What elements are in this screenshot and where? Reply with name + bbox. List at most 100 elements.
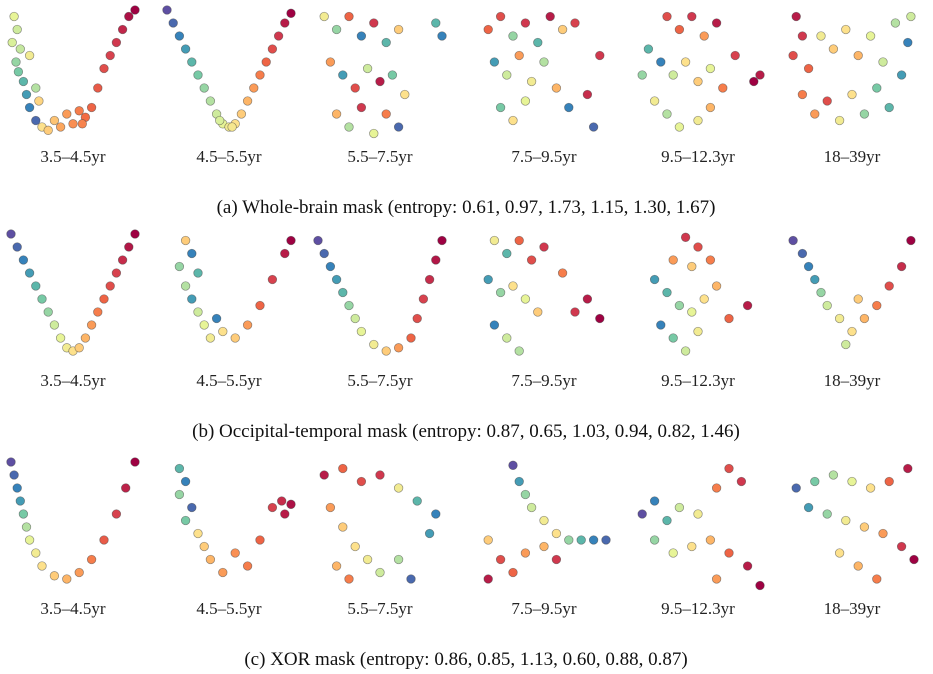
scatter-point — [205, 554, 216, 565]
scatter-point — [687, 11, 697, 22]
scatter-point — [74, 567, 84, 578]
scatter-point — [896, 261, 907, 272]
scatter-point — [255, 70, 265, 80]
scatter-point — [99, 63, 109, 74]
scatter-point — [21, 89, 32, 100]
scatter-point — [325, 261, 336, 272]
scatter-point — [77, 119, 87, 129]
scatter-point — [369, 128, 379, 139]
scatter-point — [406, 333, 416, 343]
scatter-point — [662, 515, 672, 526]
scatter-panel: 7.5–9.5yr — [483, 235, 605, 390]
scatter-point — [362, 63, 373, 74]
scatter-point — [705, 255, 716, 265]
scatter-point — [180, 44, 191, 54]
scatter-point — [387, 70, 398, 80]
scatter-point — [55, 333, 66, 343]
scatter-point — [37, 294, 47, 304]
scatter-panel: 7.5–9.5yr — [483, 460, 611, 618]
scatter-point — [255, 535, 265, 545]
scatter-point — [834, 115, 845, 126]
scatter-point — [687, 307, 697, 317]
scatter-point — [74, 343, 84, 353]
scatter-point — [576, 535, 586, 545]
scatter-point — [495, 287, 506, 298]
scatter-point — [834, 313, 845, 324]
scatter-point — [15, 496, 25, 506]
panel-age-label: 9.5–12.3yr — [661, 147, 735, 166]
scatter-point — [230, 333, 240, 343]
scatter-point — [180, 281, 191, 291]
scatter-point — [211, 313, 222, 324]
scatter-panel: 5.5–7.5yr — [319, 11, 447, 166]
scatter-point — [68, 119, 78, 129]
scatter-point — [906, 11, 916, 22]
scatter-point — [162, 5, 172, 15]
scatter-point — [755, 70, 765, 80]
scatter-point — [595, 313, 605, 324]
scatter-point — [724, 313, 734, 324]
scatter-point — [834, 548, 845, 558]
scatter-point — [24, 535, 35, 545]
panel-age-label: 7.5–9.5yr — [511, 147, 577, 166]
scatter-point — [338, 463, 348, 474]
scatter-point — [350, 313, 360, 324]
scatter-point — [520, 96, 531, 106]
scatter-point — [338, 287, 348, 298]
scatter-point — [111, 268, 122, 278]
scatter-point — [393, 554, 404, 565]
scatter-point — [31, 281, 41, 291]
scatter-point — [393, 122, 404, 132]
scatter-panel: 18–39yr — [788, 11, 916, 166]
scatter-point — [99, 294, 109, 304]
scatter-point — [43, 125, 53, 135]
scatter-point — [791, 483, 801, 493]
scatter-point — [130, 5, 140, 15]
scatter-point — [381, 37, 391, 48]
scatter-point — [267, 502, 278, 513]
scatter-point — [736, 476, 747, 487]
scatter-point — [105, 50, 115, 61]
subfigure-caption: (a) Whole-brain mask (entropy: 0.61, 0.9… — [217, 197, 716, 218]
scatter-point — [705, 535, 716, 545]
scatter-point — [338, 70, 348, 80]
scatter-point — [236, 109, 247, 119]
scatter-point — [193, 268, 203, 278]
scatter-point — [267, 274, 278, 285]
scatter-point — [62, 574, 72, 584]
scatter-point — [24, 102, 35, 113]
scatter-point — [865, 483, 876, 493]
scatter-point — [662, 287, 672, 298]
scatter-point — [730, 50, 740, 61]
scatter-point — [375, 76, 385, 87]
panel-age-label: 5.5–7.5yr — [347, 147, 413, 166]
scatter-point — [674, 300, 685, 311]
scatter-point — [853, 294, 863, 304]
scatter-point — [9, 11, 19, 22]
scatter-point — [230, 548, 240, 558]
scatter-point — [483, 535, 493, 545]
scatter-point — [267, 44, 278, 54]
scatter-point — [865, 31, 876, 41]
scatter-point — [564, 535, 574, 545]
scatter-point — [649, 96, 660, 106]
scatter-point — [539, 515, 549, 526]
scatter-point — [803, 261, 814, 272]
scatter-point — [674, 122, 685, 132]
scatter-point — [637, 70, 647, 80]
scatter-point — [508, 567, 518, 578]
scatter-point — [393, 483, 404, 493]
scatter-point — [878, 528, 888, 539]
scatter-point — [539, 242, 549, 252]
panel-age-label: 9.5–12.3yr — [661, 599, 735, 618]
scatter-point — [724, 463, 734, 474]
scatter-point — [797, 89, 808, 100]
scatter-point — [810, 274, 820, 285]
scatter-point — [369, 18, 379, 28]
scatter-point — [797, 31, 808, 41]
scatter-point — [80, 333, 91, 343]
scatter-point — [668, 70, 678, 80]
scatter-point — [344, 300, 354, 311]
scatter-point — [55, 122, 66, 132]
scatter-point — [495, 554, 506, 565]
